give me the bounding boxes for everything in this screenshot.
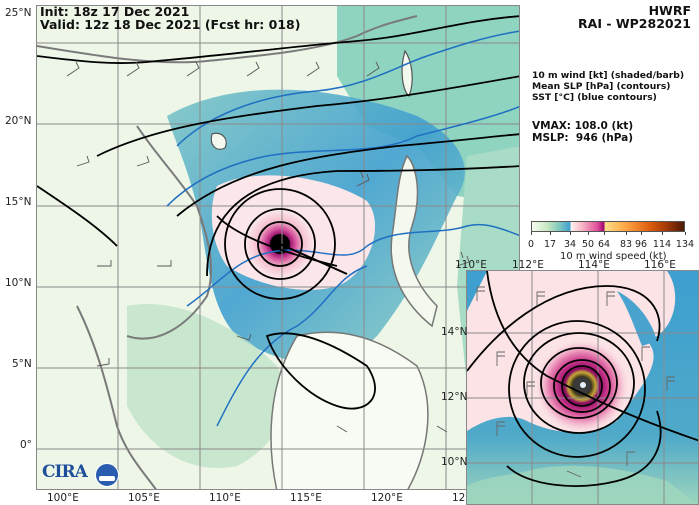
noaa-logo-icon [95,463,119,487]
lat-label-0: 0° [20,439,32,451]
cira-logo: CIRA [42,462,88,482]
inset-lat-label-10n: 10°N [441,456,468,468]
lon-label-105e: 105°E [128,492,160,504]
sst-contours [166,30,519,427]
lat-label-25n: 25°N [5,7,32,19]
colorbar-tick-34: 34 [563,239,577,250]
main-map [36,5,520,490]
lat-label-15n: 15°N [5,196,32,208]
colorbar-tick-17: 17 [543,239,557,250]
inset-lat-label-12n: 12°N [441,391,468,403]
lon-label-110e: 110°E [209,492,241,504]
legend-line-wind: 10 m wind [kt] (shaded/barb) [532,70,685,81]
init-time-label: Init: 18z 17 Dec 2021 [40,4,190,19]
lat-label-5n: 5°N [12,358,32,370]
lat-label-20n: 20°N [5,115,32,127]
vmax-value: VMAX: 108.0 (kt) [532,120,634,132]
lat-label-10n: 10°N [5,277,32,289]
main-map-graphic [37,6,519,489]
legend-line-sst: SST [°C] (blue contours) [532,92,657,103]
inset-map-graphic [467,271,698,504]
inset-lon-label-114e: 114°E [578,259,610,271]
legend-block: 10 m wind [kt] (shaded/barb) Mean SLP [h… [532,70,684,103]
colorbar-label: 10 m wind speed (kt) [560,251,667,262]
model-name: HWRF [648,3,691,18]
wind-speed-colorbar [531,221,685,232]
mslp-value: MSLP: 946 (hPa) [532,132,634,144]
lon-label-115e: 115°E [290,492,322,504]
colorbar-tick-134: 134 [675,239,695,250]
inset-lon-label-110e: 110°E [455,259,487,271]
inset-lon-label-116e: 116°E [644,259,676,271]
lon-label-100e: 100°E [47,492,79,504]
colorbar-tick-96: 96 [634,239,648,250]
colorbar-tick-0: 0 [527,239,535,250]
colorbar-tick-64: 64 [597,239,611,250]
legend-line-slp: Mean SLP [hPa] (contours) [532,81,671,92]
inset-map [466,270,699,505]
stats-block: VMAX: 108.0 (kt) MSLP: 946 (hPa) [532,120,633,144]
storm-track [279,243,348,275]
valid-time-label: Valid: 12z 18 Dec 2021 (Fcst hr: 018) [40,17,301,32]
inset-lon-label-112e: 112°E [512,259,544,271]
colorbar-tick-114: 114 [652,239,672,250]
inset-wind-barbs [476,286,675,478]
storm-id: RAI - WP282021 [578,16,691,31]
colorbar-tick-83: 83 [619,239,633,250]
inset-lat-label-14n: 14°N [441,326,468,338]
colorbar-tick-50: 50 [581,239,595,250]
inset-slp-contours [467,271,698,487]
cira-logo-text: CIRA [42,462,88,482]
lon-label-120e: 120°E [371,492,403,504]
